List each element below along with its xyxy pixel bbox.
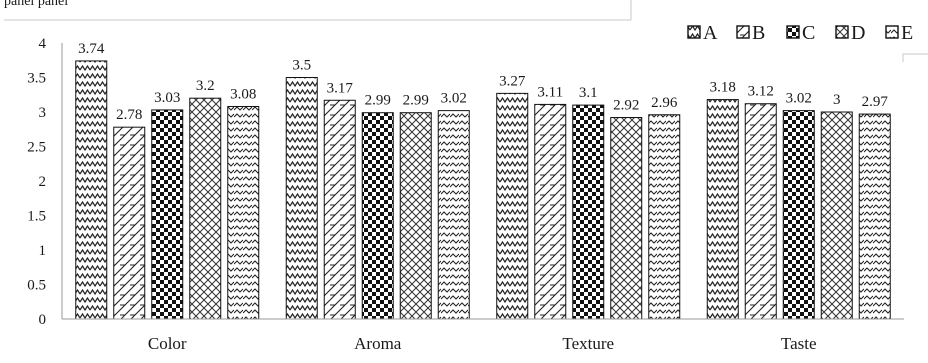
- legend-label-c: C: [802, 22, 815, 44]
- bar-e-taste: [858, 113, 891, 320]
- top-fragment: panel panel: [4, 0, 632, 21]
- bar-b-taste: [744, 103, 777, 320]
- y-tick-label: 3: [39, 105, 47, 121]
- y-tick-label: 2.5: [27, 140, 46, 156]
- bar-a-aroma: [285, 77, 318, 320]
- x-category-label: Color: [148, 334, 187, 353]
- bar-d-color: [189, 97, 222, 320]
- bar-c-aroma: [361, 112, 394, 320]
- x-category-label: Texture: [562, 334, 614, 353]
- y-tick-label: 3.5: [27, 71, 46, 87]
- data-label: 3.02: [786, 91, 812, 107]
- data-label: 2.99: [403, 93, 429, 109]
- bar-c-texture: [572, 104, 605, 320]
- legend-swatch-d: [835, 25, 849, 39]
- bar-c-taste: [782, 110, 815, 320]
- bar-d-texture: [610, 117, 643, 320]
- bar-b-color: [113, 126, 146, 320]
- x-category-label: Aroma: [354, 334, 402, 353]
- y-tick-label: 2: [39, 174, 47, 190]
- legend-label-a: A: [703, 22, 718, 44]
- bar-a-texture: [496, 92, 529, 320]
- data-label: 3.1: [579, 85, 598, 101]
- legend-label-e: E: [901, 22, 913, 44]
- legend: A B C D E: [687, 22, 913, 44]
- bar-b-texture: [534, 103, 567, 320]
- x-axis: Color Aroma Texture Taste: [62, 318, 904, 353]
- data-label: 3.08: [230, 86, 256, 102]
- data-label: 2.99: [365, 93, 391, 109]
- bar-d-aroma: [399, 112, 432, 320]
- bar-e-color: [227, 105, 260, 320]
- legend-swatch-a: [687, 25, 701, 39]
- data-label: 3: [833, 92, 841, 108]
- bar-a-color: [75, 60, 108, 320]
- legend-label-d: D: [851, 22, 865, 44]
- y-axis: 0 0.5 1 1.5 2 2.5 3 3.5 4: [27, 36, 63, 328]
- bar-e-texture: [648, 114, 681, 320]
- data-label: 2.97: [862, 94, 889, 110]
- data-label: 3.17: [327, 80, 354, 96]
- data-label: 3.03: [154, 90, 180, 106]
- legend-swatch-c: [786, 25, 800, 39]
- data-label: 3.12: [748, 84, 774, 100]
- right-border-fragment: [902, 53, 928, 62]
- data-label: 3.18: [710, 80, 736, 96]
- x-category-label: Taste: [781, 334, 817, 353]
- data-label: 2.78: [116, 107, 142, 123]
- legend-swatch-b: [736, 25, 750, 39]
- data-label: 3.27: [499, 73, 526, 89]
- y-tick-label: 0.5: [27, 278, 46, 294]
- y-tick-label: 0: [39, 312, 47, 328]
- data-label: 3.74: [78, 41, 105, 57]
- data-label: 2.96: [651, 95, 678, 111]
- data-label: 2.92: [613, 98, 639, 114]
- legend-label-b: B: [752, 22, 765, 44]
- bar-e-aroma: [437, 110, 470, 320]
- data-label: 3.5: [292, 58, 311, 74]
- top-fragment-text: panel panel: [4, 0, 68, 9]
- y-tick-label: 1: [39, 243, 47, 259]
- bars: 3.74 3.5 3.27 3.18 2.78 3.17 3.11 3.12 3.03 2.99 3…: [75, 41, 891, 320]
- bar-a-taste: [706, 99, 739, 320]
- y-tick-label: 1.5: [27, 209, 46, 225]
- data-label: 3.02: [441, 91, 467, 107]
- legend-swatch-e: [885, 25, 899, 39]
- bar-d-taste: [820, 111, 853, 320]
- data-label: 3.2: [196, 78, 215, 94]
- data-label: 3.11: [537, 84, 563, 100]
- bar-c-color: [151, 109, 184, 320]
- y-tick-label: 4: [39, 36, 47, 52]
- bar-b-aroma: [323, 99, 356, 320]
